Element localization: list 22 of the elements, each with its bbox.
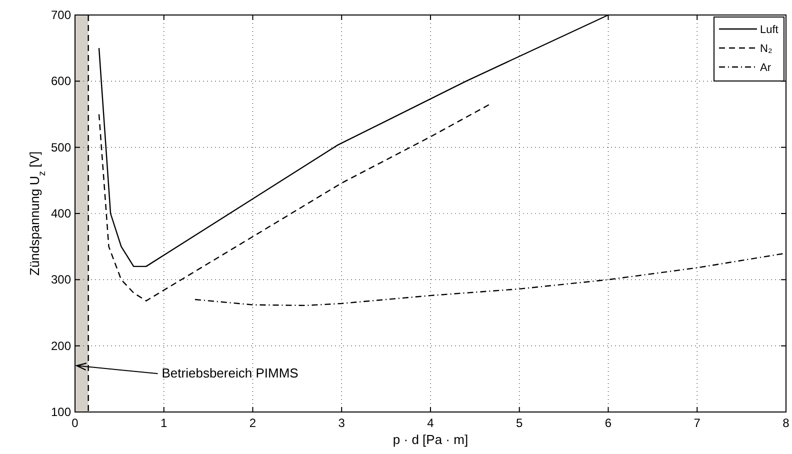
x-tick-label: 8 [782, 416, 790, 430]
x-tick-label: 1 [160, 416, 168, 430]
x-tick-label: 3 [338, 416, 346, 430]
y-tick-label: 400 [50, 206, 72, 220]
y-tick-label: 300 [50, 272, 72, 287]
annotation: Betriebsbereich PIMMS [162, 366, 299, 381]
x-tick-label: 7 [694, 416, 701, 430]
y-tick-label: 500 [50, 140, 72, 154]
y-tick-label: 600 [50, 74, 72, 88]
y-tick-label: 100 [50, 405, 72, 419]
x-tick-label: 5 [516, 416, 524, 430]
x-tick-label: 6 [604, 416, 612, 430]
legend-label: Luft [760, 24, 778, 36]
x-tick-label: 4 [427, 416, 434, 430]
x-axis-title: p · d [Pa · m] [392, 432, 468, 447]
line-series [98, 103, 492, 302]
y-tick-label: 700 [50, 8, 72, 22]
legend-label: Ar [760, 62, 772, 74]
x-tick-label: 2 [249, 416, 256, 430]
y-tick-label: 200 [50, 338, 72, 353]
legend-label: N₂ [760, 43, 772, 55]
x-tick-label: 0 [72, 416, 79, 430]
